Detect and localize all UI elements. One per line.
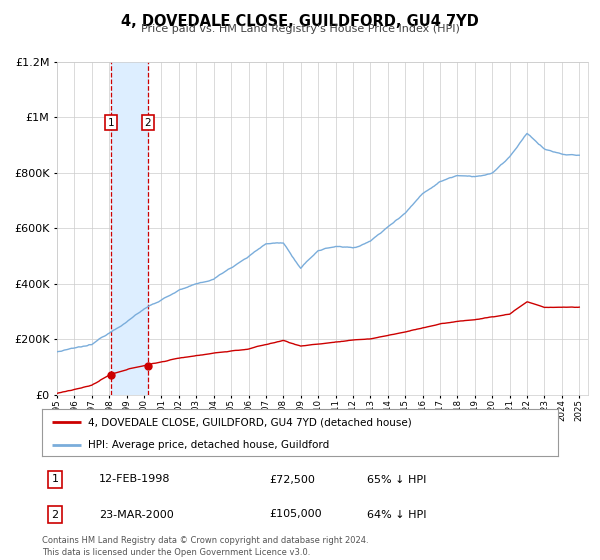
Text: HPI: Average price, detached house, Guildford: HPI: Average price, detached house, Guil…	[88, 440, 329, 450]
Text: 64% ↓ HPI: 64% ↓ HPI	[367, 510, 427, 520]
Text: 4, DOVEDALE CLOSE, GUILDFORD, GU4 7YD (detached house): 4, DOVEDALE CLOSE, GUILDFORD, GU4 7YD (d…	[88, 417, 412, 427]
Text: 1: 1	[108, 118, 115, 128]
Text: Price paid vs. HM Land Registry's House Price Index (HPI): Price paid vs. HM Land Registry's House …	[140, 24, 460, 34]
Text: 1: 1	[52, 474, 58, 484]
Bar	[112, 62, 148, 395]
Text: 65% ↓ HPI: 65% ↓ HPI	[367, 474, 427, 484]
Text: Contains HM Land Registry data © Crown copyright and database right 2024.
This d: Contains HM Land Registry data © Crown c…	[42, 536, 368, 557]
Text: 4, DOVEDALE CLOSE, GUILDFORD, GU4 7YD: 4, DOVEDALE CLOSE, GUILDFORD, GU4 7YD	[121, 14, 479, 29]
Text: 2: 2	[52, 510, 58, 520]
Text: 2: 2	[145, 118, 151, 128]
Text: 23-MAR-2000: 23-MAR-2000	[99, 510, 173, 520]
Text: £72,500: £72,500	[269, 474, 315, 484]
Text: 12-FEB-1998: 12-FEB-1998	[99, 474, 170, 484]
Text: £105,000: £105,000	[269, 510, 322, 520]
